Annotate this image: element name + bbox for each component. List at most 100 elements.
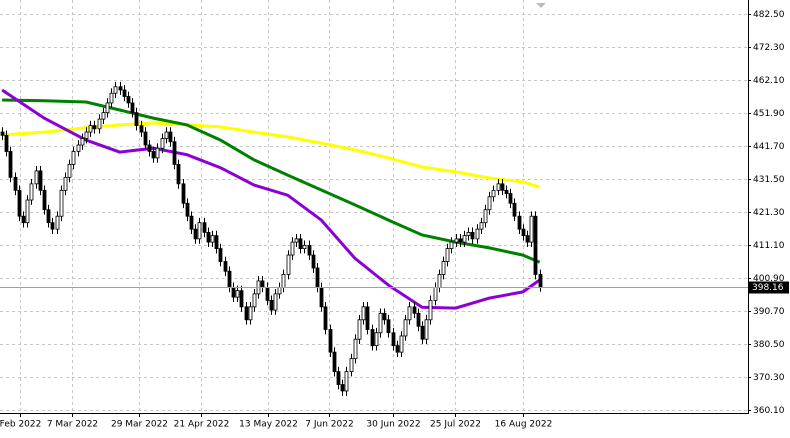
candle-body (403, 319, 408, 337)
candle-body (504, 189, 509, 194)
x-tick-label: 13 May 2022 (239, 420, 298, 430)
candle-body (391, 332, 396, 347)
candle-body (449, 241, 454, 249)
candle-body (63, 176, 68, 191)
candle-body (97, 118, 102, 130)
x-tick-label: 25 Jul 2022 (430, 420, 481, 430)
candle-body (294, 238, 299, 243)
candle-body (521, 228, 526, 237)
candle-body (0, 131, 5, 136)
y-tick-label: 431.50 (753, 175, 785, 185)
candle-body (17, 189, 22, 217)
candle-body (454, 238, 459, 243)
candle-body (147, 144, 152, 152)
candle-body (298, 238, 303, 249)
candle-body (290, 241, 295, 256)
candle-body (164, 131, 169, 139)
candles (0, 81, 543, 396)
candle-body (80, 138, 85, 146)
candle-body (223, 261, 228, 272)
candle-body (344, 371, 349, 392)
y-tick-label: 411.10 (753, 241, 785, 251)
candle-body (34, 170, 39, 185)
candle-body (235, 290, 240, 298)
candle-body (479, 222, 484, 230)
candle-body (286, 254, 291, 275)
candle-body (67, 164, 72, 178)
candle-body (441, 261, 446, 275)
candle-body (517, 215, 522, 230)
candle-body (260, 280, 265, 288)
candle-body (378, 312, 383, 334)
x-tick-label: 7 Jun 2022 (305, 420, 353, 430)
candle-body (349, 358, 354, 372)
candle-body (277, 287, 282, 295)
current-price-box (749, 281, 789, 294)
candle-body (197, 222, 202, 240)
y-tick-label: 400.90 (753, 274, 785, 284)
candle-body (487, 196, 492, 211)
candle-body (424, 319, 429, 340)
candle-body (269, 299, 274, 311)
candle-body (323, 306, 328, 330)
candle-body (210, 235, 215, 243)
candle-body (407, 306, 412, 321)
y-tick-label: 451.90 (753, 109, 785, 119)
candle-body (512, 202, 517, 217)
candle-body (462, 235, 467, 243)
candle-body (248, 306, 253, 321)
candle-body (315, 267, 320, 288)
candle-body (139, 125, 144, 133)
y-tick-label: 390.70 (753, 307, 785, 317)
y-tick-label: 462.10 (753, 76, 785, 86)
chart-shift-marker (536, 3, 546, 8)
x-tick-label: 30 Jun 2022 (366, 420, 420, 430)
candle-body (311, 254, 316, 269)
candle-body (374, 332, 379, 347)
candle-body (181, 183, 186, 204)
y-tick-label: 380.50 (753, 340, 785, 350)
candle-body (8, 151, 13, 178)
candle-body (189, 215, 194, 230)
x-tick-label: 7 Mar 2022 (47, 420, 98, 430)
candle-body (92, 125, 97, 130)
candle-body (239, 290, 244, 308)
candle-body (193, 228, 198, 240)
candle-body (470, 231, 475, 240)
candle-body (273, 293, 278, 311)
y-tick-label: 370.30 (753, 373, 785, 383)
candle-body (118, 86, 123, 91)
x-tick-label: 29 Mar 2022 (111, 420, 168, 430)
candle-body (172, 141, 177, 165)
candle-body (353, 338, 358, 360)
candle-body (319, 287, 324, 308)
candle-body (420, 325, 425, 340)
candle-body (475, 228, 480, 240)
candle-body (437, 274, 442, 288)
candle-body (496, 183, 501, 191)
current-price-label: 398.16 (752, 283, 784, 293)
candle-body (508, 193, 513, 204)
candle-body (55, 215, 60, 230)
candle-body (105, 102, 110, 114)
candle-body (533, 215, 538, 275)
candle-body (38, 170, 43, 191)
candle-body (4, 134, 9, 152)
candle-body (328, 329, 333, 353)
candle-body (160, 138, 165, 149)
candle-body (185, 202, 190, 217)
y-tick-label: 472.30 (753, 43, 785, 53)
candle-body (302, 244, 307, 249)
candle-body (101, 112, 106, 120)
candle-body (386, 319, 391, 334)
candle-body (340, 384, 345, 392)
candle-body (206, 231, 211, 243)
candle-body (491, 189, 496, 198)
moving-average (1, 121, 541, 189)
candle-body (151, 151, 156, 159)
y-tick-label: 441.70 (753, 142, 785, 152)
candle-body (395, 345, 400, 353)
candle-body (265, 287, 270, 301)
